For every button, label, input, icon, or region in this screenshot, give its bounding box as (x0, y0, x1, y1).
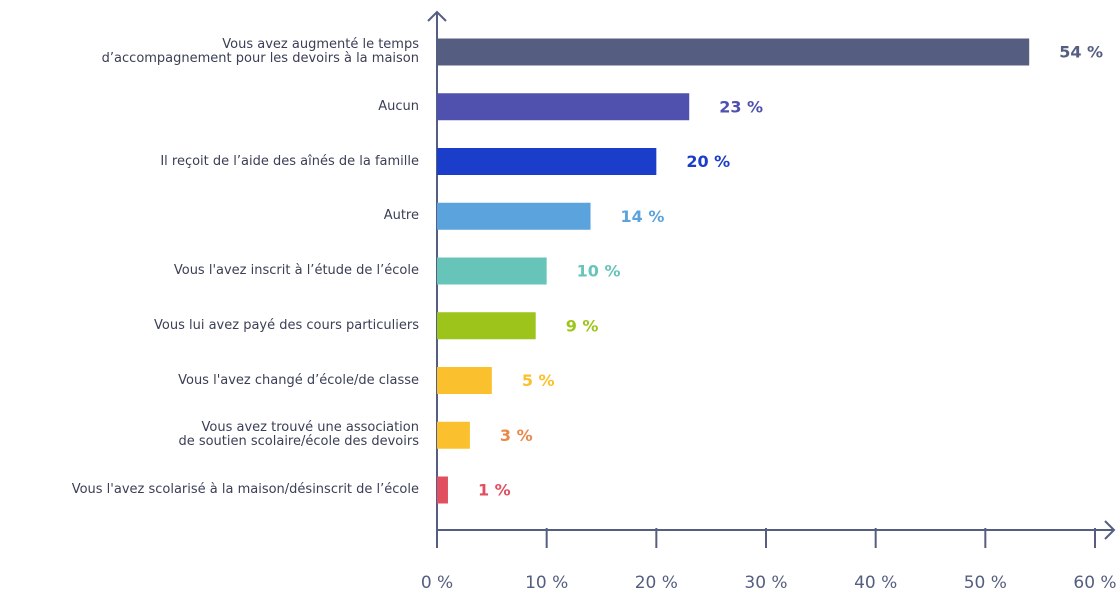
value-label: 9 % (566, 316, 599, 335)
x-tick-label: 60 % (1073, 573, 1116, 593)
bar (437, 257, 547, 285)
category-label: Vous lui avez payé des cours particulier… (154, 317, 419, 333)
category-label: Vous l'avez changé d’école/de classe (178, 372, 419, 388)
x-tick-label: 10 % (525, 573, 568, 593)
category-label: Il reçoit de l’aide des aînés de la fami… (160, 153, 419, 169)
value-label: 10 % (577, 262, 621, 281)
value-label: 20 % (686, 152, 730, 171)
category-label: Vous l'avez inscrit à l’étude de l’école (173, 263, 419, 278)
y-axis-arrow (427, 10, 447, 22)
value-label: 14 % (621, 207, 665, 226)
category-label: Vous avez augmenté le temps d’accompagne… (101, 37, 419, 66)
bar (437, 476, 448, 504)
x-tick-label: 20 % (635, 573, 678, 593)
category-label: Vous avez trouvé une association de sout… (178, 420, 419, 450)
bar (437, 148, 657, 175)
bar (437, 367, 492, 394)
value-label: 23 % (719, 97, 763, 116)
value-label: 1 % (478, 481, 511, 500)
value-label: 5 % (522, 371, 555, 390)
category-label: Vous l'avez scolarisé à la maison/désins… (71, 482, 419, 497)
x-tick-label: 0 % (421, 573, 453, 593)
bar (437, 202, 591, 230)
x-tick-label: 40 % (854, 573, 897, 593)
value-label: 54 % (1059, 43, 1103, 62)
bar (437, 421, 470, 449)
bar (437, 312, 536, 340)
bar (437, 38, 1030, 66)
value-label: 3 % (500, 426, 533, 445)
category-label: Autre (383, 208, 419, 224)
bar (437, 93, 690, 121)
x-axis-arrow (1104, 520, 1116, 540)
x-tick-label: 50 % (964, 573, 1007, 593)
category-label: Aucun (378, 98, 419, 114)
x-tick-label: 30 % (744, 573, 787, 593)
